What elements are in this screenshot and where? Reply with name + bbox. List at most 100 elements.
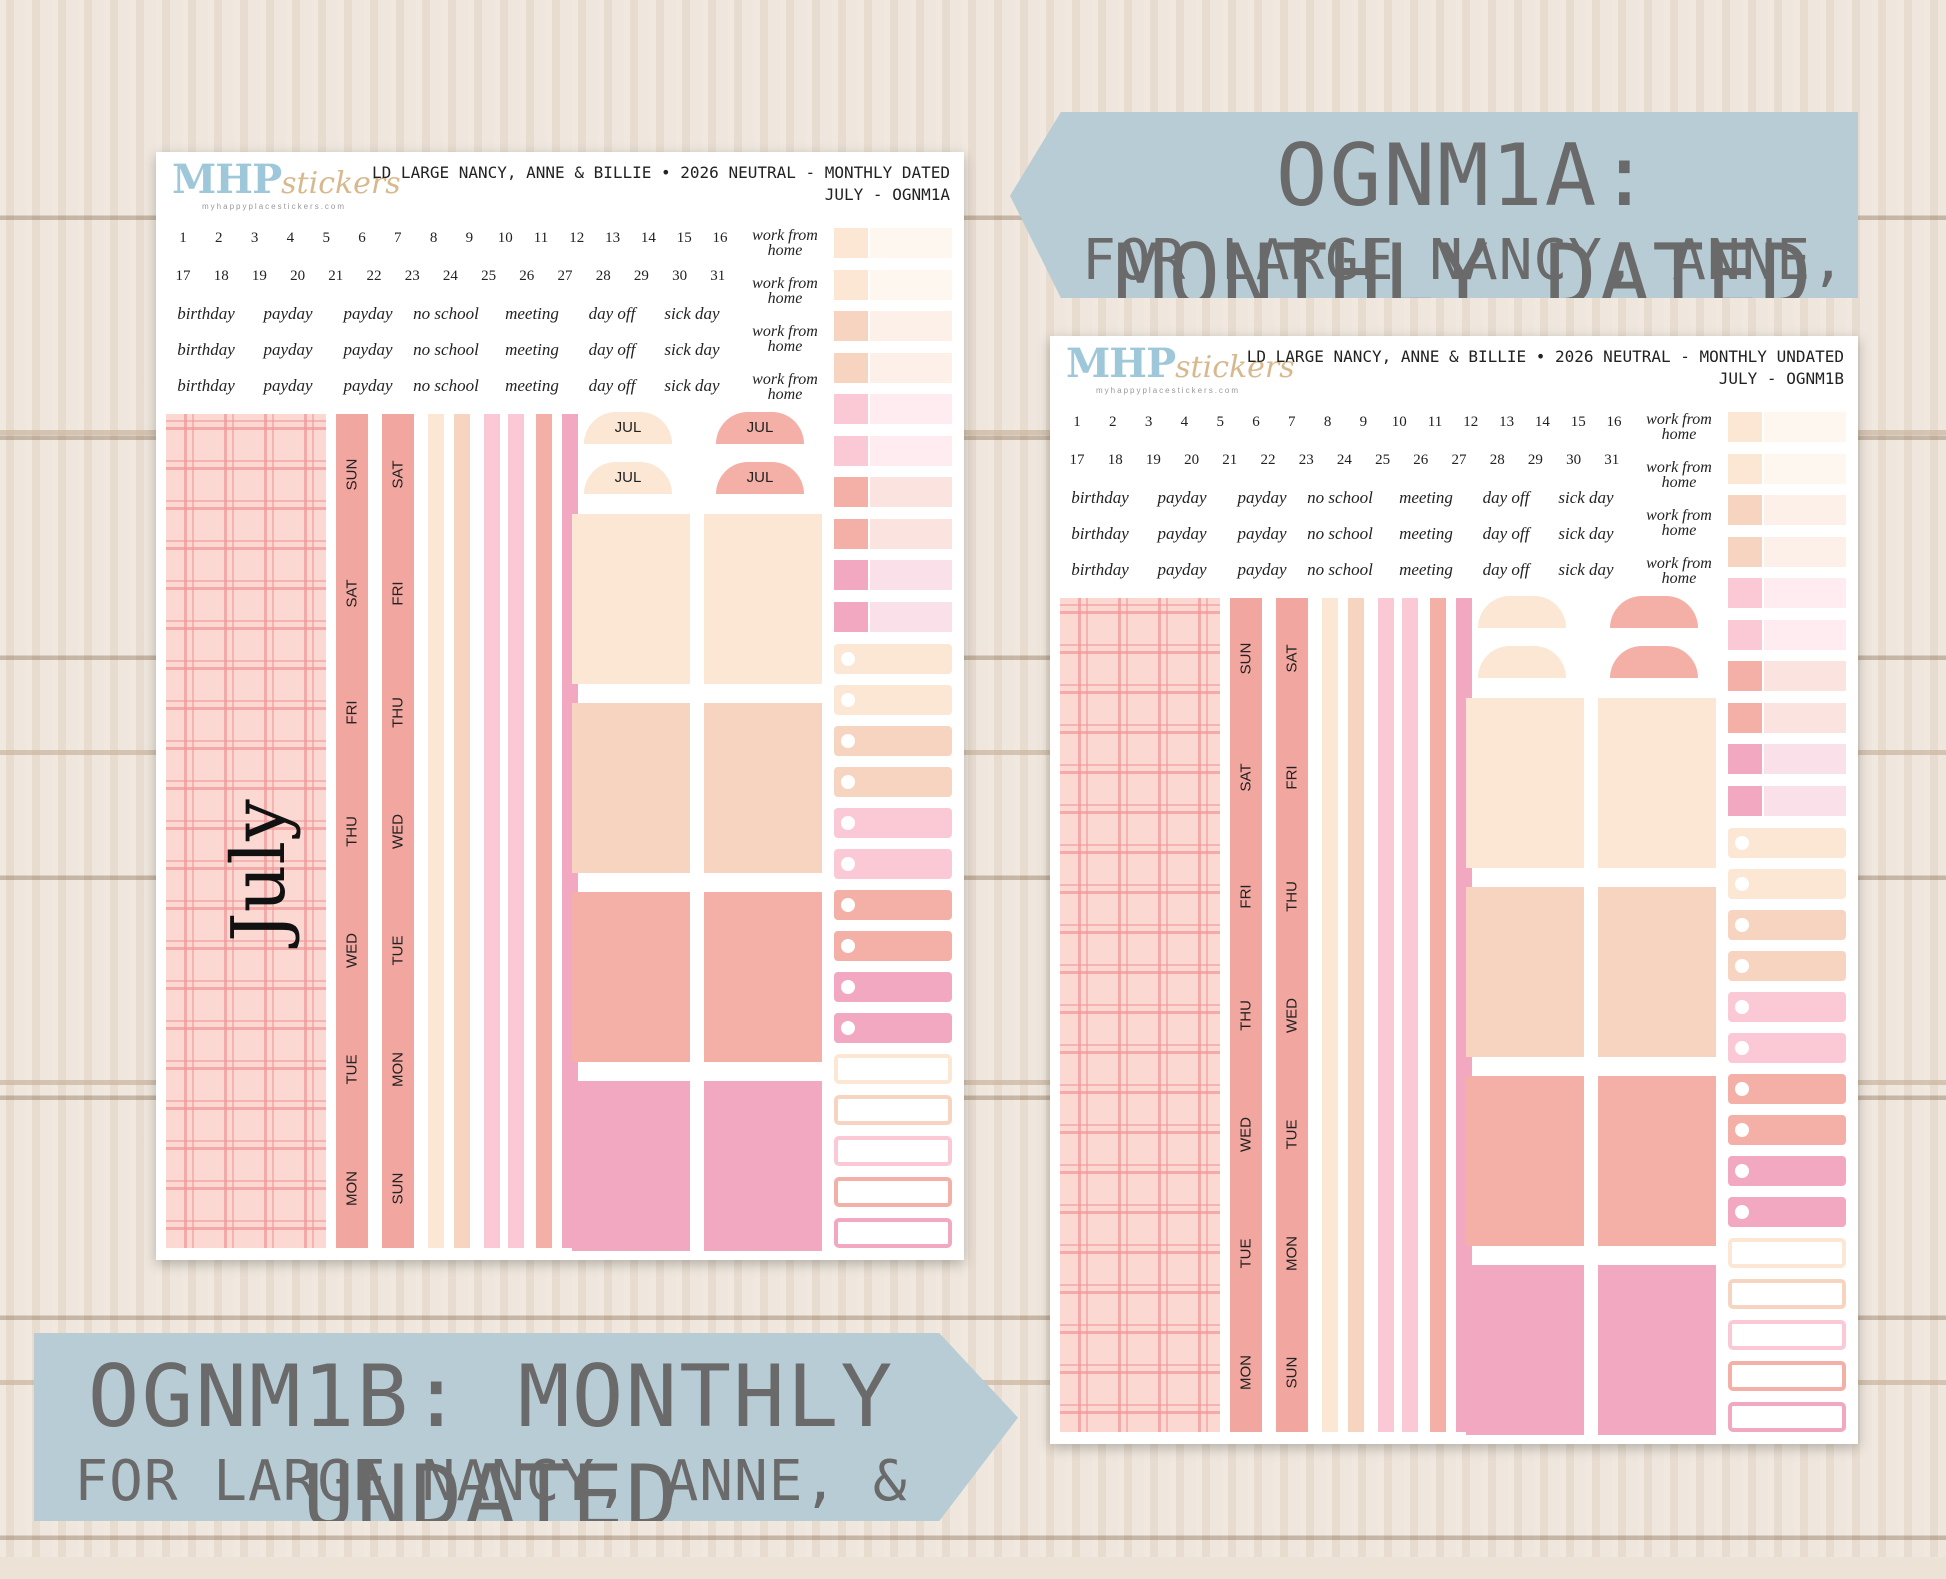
color-tab-sticker <box>834 435 952 466</box>
half-circle-sticker: JUL <box>716 412 804 444</box>
date-number: 13 <box>605 230 621 246</box>
plank-seam <box>0 430 1946 435</box>
dot-pill-sticker <box>834 767 952 797</box>
color-tab-sticker <box>834 518 952 549</box>
outline-box-sticker <box>834 1095 952 1125</box>
day-label: MON <box>389 1052 407 1088</box>
date-number: 8 <box>429 230 438 246</box>
date-number: 23 <box>404 268 420 284</box>
tab-color-block <box>834 269 868 300</box>
event-word: no school <box>413 304 479 323</box>
color-tab-sticker <box>1728 495 1846 525</box>
pill-dot <box>841 857 855 871</box>
dot-pill-sticker <box>834 931 952 961</box>
tab-light-block <box>870 560 952 590</box>
day-label: TUE <box>1283 1119 1301 1150</box>
date-number: 31 <box>710 268 726 284</box>
date-number: 2 <box>1109 414 1117 430</box>
event-word: day off <box>588 340 636 359</box>
event-word: payday <box>343 304 393 323</box>
day-strip <box>1230 598 1262 1432</box>
washi-strip <box>1322 598 1338 1432</box>
color-tab-sticker <box>1728 702 1846 733</box>
date-number: 10 <box>497 230 513 246</box>
color-tab-sticker <box>834 394 952 424</box>
event-word: birthday <box>1071 524 1129 543</box>
event-word: meeting <box>1399 560 1453 579</box>
date-number: 6 <box>1252 414 1260 430</box>
tab-color-block <box>1728 785 1762 816</box>
full-box-sticker <box>572 703 690 873</box>
event-word: payday <box>1237 524 1287 543</box>
wfh-label: work from home <box>1646 459 1712 491</box>
date-number: 15 <box>676 230 692 246</box>
full-box-sticker <box>704 703 822 873</box>
pill-dot <box>841 693 855 707</box>
washi-strip <box>428 414 444 1248</box>
tab-color-block <box>834 477 868 507</box>
outline-box-sticker <box>834 1054 952 1084</box>
day-label: SAT <box>389 460 407 489</box>
event-word: payday <box>1157 488 1207 507</box>
color-tab-sticker <box>834 601 952 632</box>
wfh-label: work from home <box>752 227 818 259</box>
tab-light-block <box>1764 619 1846 650</box>
header-line-2: JULY - OGNM1B <box>1718 369 1844 388</box>
tab-color-block <box>834 435 868 466</box>
plank-seam <box>0 750 1946 755</box>
day-label: THU <box>389 696 407 728</box>
washi-strip <box>1348 598 1364 1432</box>
event-word: no school <box>1307 488 1373 507</box>
day-label: FRI <box>343 700 361 725</box>
outline-box-sticker <box>834 1136 952 1166</box>
sheet-header: LD LARGE NANCY, ANNE & BILLIE • 2026 NEU… <box>372 162 950 206</box>
tab-light-block <box>870 477 952 507</box>
date-number: 19 <box>1145 452 1161 468</box>
outline-box-sticker <box>1728 1402 1846 1432</box>
color-tab-sticker <box>1728 453 1846 484</box>
date-number: 17 <box>175 268 191 284</box>
tab-color-block <box>1728 453 1762 484</box>
date-number: 3 <box>250 230 259 246</box>
dot-pill-sticker <box>1728 1033 1846 1063</box>
pill-dot <box>841 816 855 830</box>
date-number: 21 <box>328 268 344 284</box>
color-tab-sticker <box>1728 536 1846 567</box>
day-label: MON <box>343 1171 361 1207</box>
day-label: MON <box>1283 1236 1301 1272</box>
day-label: THU <box>343 816 361 847</box>
date-number: 9 <box>1359 414 1368 430</box>
event-word: sick day <box>1558 560 1614 579</box>
tab-light-block <box>870 394 952 424</box>
header-line-1: LD LARGE NANCY, ANNE & BILLIE • 2026 NEU… <box>1246 347 1844 366</box>
full-box-sticker <box>704 892 822 1062</box>
outline-box-sticker <box>1728 1279 1846 1309</box>
washi-strip <box>454 414 470 1248</box>
day-label: SAT <box>343 579 361 608</box>
tab-color-block <box>834 228 868 258</box>
dot-pill-sticker <box>1728 1115 1846 1145</box>
sticker-sheet-undated: MHPstickers myhappyplacestickers.com LD … <box>1050 336 1858 1444</box>
event-word: day off <box>1482 524 1530 543</box>
banner-a-title: OGNM1A: MONTHLY DATED <box>1114 126 1814 326</box>
day-label: FRI <box>1283 765 1301 790</box>
dot-pill-sticker <box>1728 910 1846 940</box>
event-word: meeting <box>1399 488 1453 507</box>
event-word: payday <box>1157 560 1207 579</box>
day-label: FRI <box>1237 884 1255 909</box>
washi-strip <box>508 414 524 1248</box>
tab-color-block <box>1728 661 1762 691</box>
dot-pill-sticker <box>1728 869 1846 899</box>
date-number: 6 <box>358 230 366 246</box>
washi-strip <box>1430 598 1446 1432</box>
date-number: 25 <box>481 268 497 284</box>
half-circle-sticker: JUL <box>716 462 804 494</box>
day-label: SUN <box>1237 642 1255 674</box>
outline-box-sticker <box>1728 1320 1846 1350</box>
wfh-label: work from home <box>752 371 818 403</box>
tab-light-block <box>870 601 952 632</box>
logo-url: myhappyplacestickers.com <box>202 202 347 211</box>
full-box-sticker <box>1598 1076 1716 1246</box>
pill-dot <box>1735 1082 1749 1096</box>
day-label: TUE <box>343 1054 361 1085</box>
